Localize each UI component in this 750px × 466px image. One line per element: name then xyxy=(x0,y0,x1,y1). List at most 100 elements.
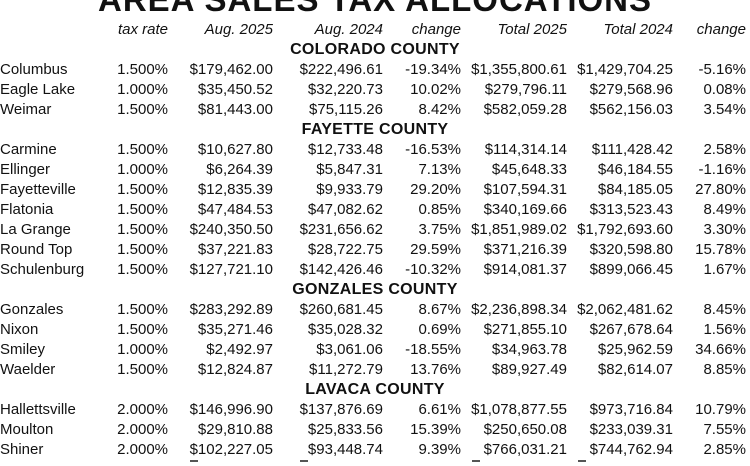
table-row: Ellinger 1.000% $6,264.39 $5,847.31 7.13% $45… xyxy=(0,160,750,180)
aug-2024-value: $35,028.32 xyxy=(307,321,383,338)
tax-rate: 1.500% xyxy=(117,101,168,118)
total-2024-value: $1,792,693.60 xyxy=(577,221,673,238)
total-change: -5.16% xyxy=(698,61,746,78)
city-name: Round Top xyxy=(0,241,73,258)
tax-rate: 2.000% xyxy=(117,401,168,418)
total-2024-value: $744,762.94 xyxy=(589,441,673,458)
county-heading: GONZALES COUNTY xyxy=(292,281,458,298)
total-2024-value: $233,039.31 xyxy=(589,421,673,438)
total-2024-value: $46,184.55 xyxy=(597,161,673,178)
table-row: Hallettsville 2.000% $146,996.90 $137,876.6… xyxy=(0,400,750,420)
tax-rate: 1.500% xyxy=(117,201,168,218)
aug-change: 15.39% xyxy=(410,421,461,438)
aug-2025-value: $6,264.39 xyxy=(206,161,273,178)
total-change: 2.58% xyxy=(703,141,746,158)
total-change: 7.55% xyxy=(703,421,746,438)
total-2024-value: $313,523.43 xyxy=(589,201,673,218)
city-name: Flatonia xyxy=(0,201,54,218)
city-name: Fayetteville xyxy=(0,181,76,198)
aug-change: 8.67% xyxy=(418,301,461,318)
total-change: 0.08% xyxy=(703,81,746,98)
table-row: Weimar 1.500% $81,443.00 $75,115.26 8.42% $58… xyxy=(0,100,750,120)
aug-change: -10.32% xyxy=(405,261,461,278)
tax-rate: 1.500% xyxy=(117,301,168,318)
total-2024-value: $562,156.03 xyxy=(589,101,673,118)
aug-change: -19.34% xyxy=(405,61,461,78)
table-row: Waelder 1.500% $12,824.87 $11,272.79 13.76% $… xyxy=(0,360,750,380)
city-name: Nixon xyxy=(0,321,39,338)
header-aug-2025: Aug. 2025 xyxy=(204,21,273,38)
header-total-2025: Total 2025 xyxy=(497,21,567,38)
total-change: 8.49% xyxy=(703,201,746,218)
total-2025-value: $271,855.10 xyxy=(483,321,567,338)
aug-2025-value: $127,721.10 xyxy=(189,261,273,278)
total-2024-value: $2,062,481.62 xyxy=(577,301,673,318)
total-2025-value: $914,081.37 xyxy=(483,261,567,278)
city-name: Ellinger xyxy=(0,161,51,178)
aug-2025-value: $47,484.53 xyxy=(197,201,273,218)
total-change: 1.56% xyxy=(703,321,746,338)
aug-2024-value: $142,426.46 xyxy=(299,261,383,278)
aug-2024-value: $3,061.06 xyxy=(316,341,383,358)
total-change: -1.16% xyxy=(698,161,746,178)
aug-2025-value: $283,292.89 xyxy=(189,301,273,318)
total-2025-value: $250,650.08 xyxy=(483,421,567,438)
city-name: Schulenburg xyxy=(0,261,85,278)
tax-rate: 1.500% xyxy=(117,361,168,378)
table-row: Schulenburg 1.500% $127,721.10 $142,426.46 -… xyxy=(0,260,750,280)
table-row: Round Top 1.500% $37,221.83 $28,722.75 29.59… xyxy=(0,240,750,260)
tax-rate: 1.500% xyxy=(117,141,168,158)
total-2024-value: $279,568.96 xyxy=(589,81,673,98)
aug-2024-value: $260,681.45 xyxy=(299,301,383,318)
tax-rate: 1.000% xyxy=(117,161,168,178)
table-row: Moulton 2.000% $29,810.88 $25,833.56 15.39% $… xyxy=(0,420,750,440)
aug-2024-value: $231,656.62 xyxy=(299,221,383,238)
total-change: 27.80% xyxy=(695,181,746,198)
aug-2024-value: $11,272.79 xyxy=(309,361,383,378)
tax-rate: 2.000% xyxy=(117,421,168,438)
header-aug-2024: Aug. 2024 xyxy=(314,21,383,38)
total-2025-value: $582,059.28 xyxy=(483,101,567,118)
total-change: 15.78% xyxy=(695,241,746,258)
aug-2024-value: $75,115.26 xyxy=(309,101,383,118)
city-name: Smiley xyxy=(0,341,46,358)
total-2025-value: $34,963.78 xyxy=(491,341,567,358)
aug-change: 29.20% xyxy=(410,181,461,198)
aug-2025-value: $29,810.88 xyxy=(197,421,273,438)
aug-change: -16.53% xyxy=(405,141,461,158)
total-2024-value: $973,716.84 xyxy=(589,401,673,418)
aug-2025-value: $37,221.83 xyxy=(197,241,273,258)
tax-rate: 1.500% xyxy=(117,181,168,198)
city-name: Columbus xyxy=(0,61,68,78)
total-2024-value: $320,598.80 xyxy=(589,241,673,258)
header-change: change xyxy=(411,21,461,38)
city-name: Waelder xyxy=(0,361,56,378)
aug-change: -18.55% xyxy=(405,341,461,358)
aug-2025-value: $2,492.97 xyxy=(206,341,273,358)
tax-rate: 1.500% xyxy=(117,261,168,278)
total-change: 8.85% xyxy=(703,361,746,378)
total-2024-value: $82,614.07 xyxy=(597,361,673,378)
aug-2024-value: $28,722.75 xyxy=(307,241,383,258)
table-row: Flatonia 1.500% $47,484.53 $47,082.62 0.85% $… xyxy=(0,200,750,220)
aug-2024-value: $9,933.79 xyxy=(316,181,383,198)
aug-change: 0.69% xyxy=(418,321,461,338)
aug-2024-value: $47,082.62 xyxy=(307,201,383,218)
total-2025-value: $1,851,989.02 xyxy=(471,221,567,238)
city-name: La Grange xyxy=(0,221,71,238)
total-change: 1.67% xyxy=(703,261,746,278)
aug-2024-value: $12,733.48 xyxy=(307,141,383,158)
aug-2025-value: $240,350.50 xyxy=(189,221,273,238)
total-change: 3.30% xyxy=(703,221,746,238)
aug-2025-value: $12,824.87 xyxy=(197,361,273,378)
total-2024-value: $25,962.59 xyxy=(597,341,673,358)
total-2024-value: $267,678.64 xyxy=(589,321,673,338)
total-2024-value: $1,429,704.25 xyxy=(577,61,673,78)
total-2024-value: $111,428.42 xyxy=(591,141,673,158)
total-2025-value: $114,314.14 xyxy=(484,141,567,158)
aug-2025-value: $179,462.00 xyxy=(189,61,273,78)
table-row: La Grange 1.500% $240,350.50 $231,656.62 3.7… xyxy=(0,220,750,240)
total-2025-value: $1,355,800.61 xyxy=(471,61,567,78)
aug-change: 7.13% xyxy=(418,161,461,178)
total-2025-value: $107,594.31 xyxy=(483,181,567,198)
